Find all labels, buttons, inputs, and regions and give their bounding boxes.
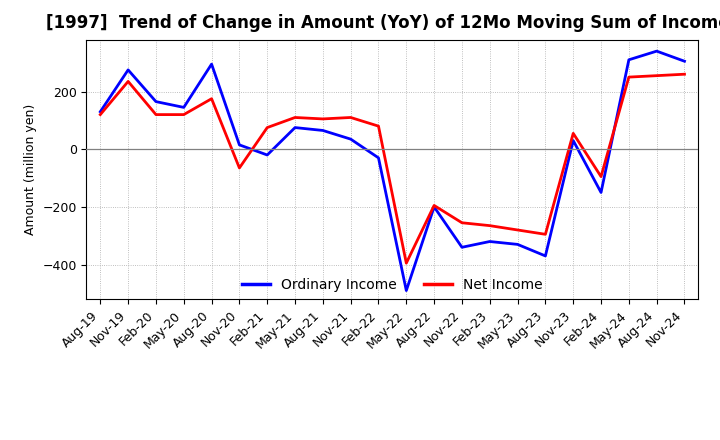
Net Income xyxy=(430,203,438,208)
Ordinary Income xyxy=(96,109,104,114)
Net Income xyxy=(624,74,633,80)
Net Income xyxy=(680,72,689,77)
Net Income xyxy=(541,231,550,237)
Net Income xyxy=(152,112,161,117)
Ordinary Income xyxy=(680,59,689,64)
Y-axis label: Amount (million yen): Amount (million yen) xyxy=(24,104,37,235)
Net Income xyxy=(402,260,410,266)
Ordinary Income xyxy=(485,239,494,244)
Net Income xyxy=(291,115,300,120)
Net Income xyxy=(569,131,577,136)
Ordinary Income xyxy=(263,152,271,158)
Net Income xyxy=(263,125,271,130)
Ordinary Income xyxy=(318,128,327,133)
Net Income xyxy=(179,112,188,117)
Ordinary Income xyxy=(179,105,188,110)
Ordinary Income xyxy=(207,62,216,67)
Line: Ordinary Income: Ordinary Income xyxy=(100,51,685,290)
Ordinary Income xyxy=(374,155,383,161)
Legend: Ordinary Income, Net Income: Ordinary Income, Net Income xyxy=(236,272,549,297)
Net Income xyxy=(513,227,522,233)
Ordinary Income xyxy=(402,288,410,293)
Ordinary Income xyxy=(569,138,577,143)
Net Income xyxy=(124,79,132,84)
Ordinary Income xyxy=(597,190,606,195)
Ordinary Income xyxy=(124,67,132,73)
Title: [1997]  Trend of Change in Amount (YoY) of 12Mo Moving Sum of Incomes: [1997] Trend of Change in Amount (YoY) o… xyxy=(45,15,720,33)
Net Income xyxy=(235,165,243,171)
Net Income xyxy=(458,220,467,225)
Net Income xyxy=(207,96,216,101)
Ordinary Income xyxy=(291,125,300,130)
Ordinary Income xyxy=(652,48,661,54)
Line: Net Income: Net Income xyxy=(100,74,685,263)
Ordinary Income xyxy=(152,99,161,104)
Ordinary Income xyxy=(346,136,355,142)
Ordinary Income xyxy=(430,204,438,209)
Ordinary Income xyxy=(458,245,467,250)
Net Income xyxy=(96,112,104,117)
Net Income xyxy=(374,124,383,129)
Net Income xyxy=(652,73,661,78)
Net Income xyxy=(597,174,606,179)
Net Income xyxy=(346,115,355,120)
Ordinary Income xyxy=(541,253,550,259)
Ordinary Income xyxy=(513,242,522,247)
Net Income xyxy=(485,223,494,228)
Ordinary Income xyxy=(624,57,633,62)
Net Income xyxy=(318,116,327,121)
Ordinary Income xyxy=(235,142,243,147)
